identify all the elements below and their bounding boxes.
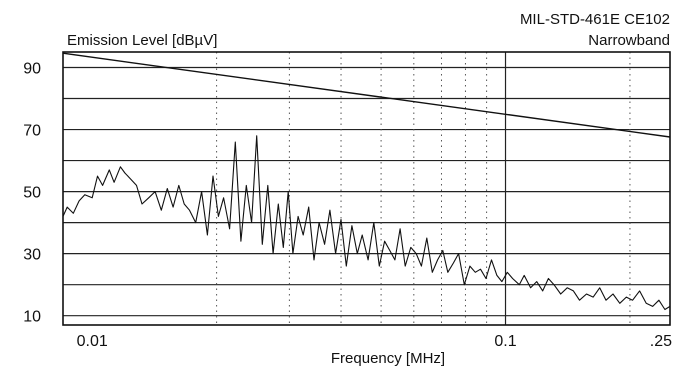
plot-frame	[62, 51, 671, 326]
x-tick-label: 0.1	[494, 333, 516, 350]
tick-layer: 10 30 50 70 90 0.01 0.1 .25	[23, 61, 672, 350]
y-axis-label: Emission Level [dBµV]	[67, 32, 217, 49]
y-tick-label: 50	[23, 185, 41, 202]
y-tick-label: 70	[23, 123, 41, 140]
limit-line	[62, 52, 671, 138]
measured-emission-line	[62, 135, 671, 311]
chart-subtitle: Narrowband	[588, 32, 670, 49]
y-tick-label: 30	[23, 247, 41, 264]
chart-title: MIL-STD-461E CE102	[520, 11, 670, 28]
x-tick-label: .25	[650, 333, 672, 350]
series-layer	[62, 52, 671, 311]
y-tick-label: 10	[23, 309, 41, 326]
x-tick-label: 0.01	[77, 333, 108, 350]
y-tick-label: 90	[23, 61, 41, 78]
x-axis-label: Frequency [MHz]	[331, 350, 445, 367]
grid-layer	[63, 52, 670, 325]
